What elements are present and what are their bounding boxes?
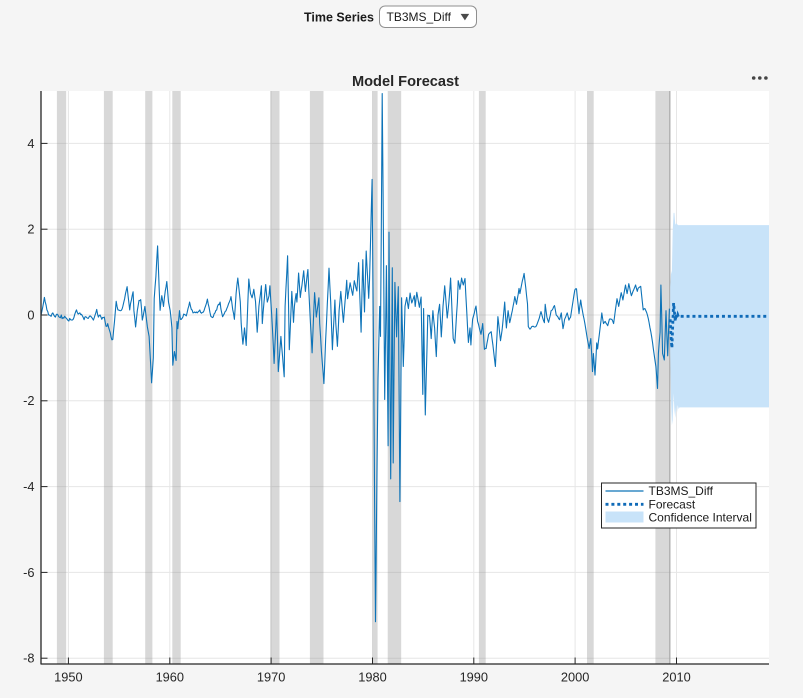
svg-text:Model Forecast: Model Forecast — [352, 74, 459, 90]
svg-text:1970: 1970 — [257, 670, 285, 685]
svg-text:0: 0 — [27, 307, 34, 322]
svg-text:1990: 1990 — [460, 670, 488, 685]
svg-text:-2: -2 — [23, 393, 34, 408]
svg-text:4: 4 — [27, 136, 34, 151]
svg-text:1950: 1950 — [54, 670, 82, 685]
svg-text:2000: 2000 — [561, 670, 589, 685]
svg-text:TB3MS_Diff: TB3MS_Diff — [387, 10, 452, 24]
svg-text:1960: 1960 — [156, 670, 184, 685]
svg-text:-8: -8 — [23, 651, 34, 666]
svg-text:Time Series: Time Series — [304, 11, 374, 25]
svg-text:2: 2 — [27, 222, 34, 237]
svg-text:Confidence Interval: Confidence Interval — [649, 510, 752, 524]
svg-text:-6: -6 — [23, 565, 34, 580]
svg-text:TB3MS_Diff: TB3MS_Diff — [649, 484, 714, 498]
svg-text:2010: 2010 — [662, 670, 690, 685]
svg-text:-4: -4 — [23, 479, 34, 494]
svg-text:Forecast: Forecast — [649, 497, 696, 511]
svg-text:1980: 1980 — [358, 670, 386, 685]
